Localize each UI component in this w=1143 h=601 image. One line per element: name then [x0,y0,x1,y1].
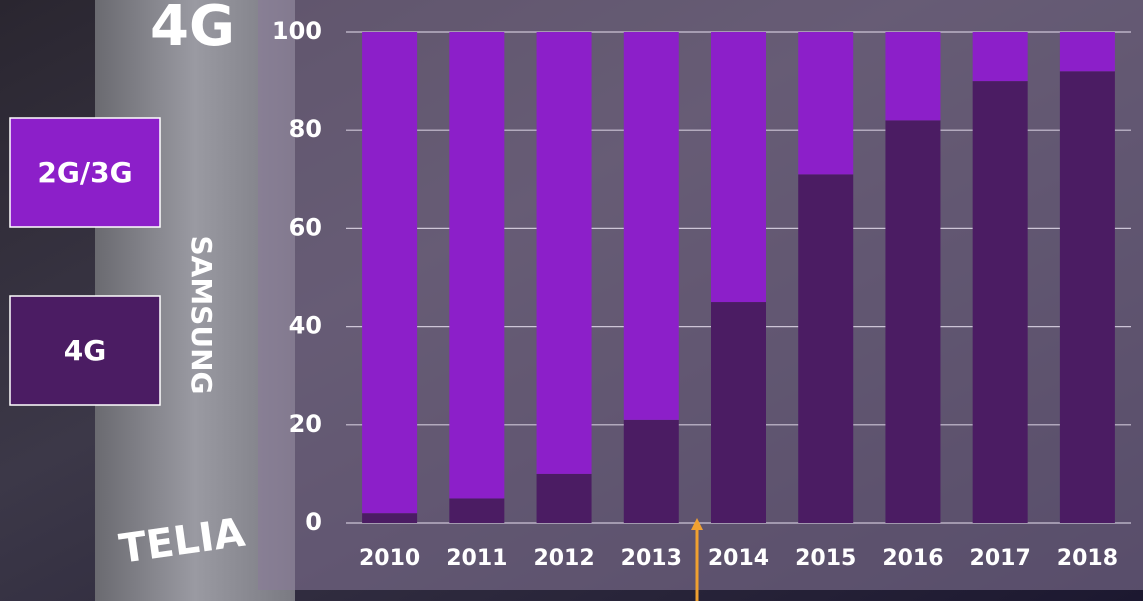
bar-segment [624,420,679,523]
y-tick-label: 100 [272,17,322,45]
bar-segment [449,498,504,523]
bar-segment [885,32,940,120]
bar-segment [973,81,1028,523]
x-tick-label: 2010 [359,546,420,571]
x-tick-label: 2013 [621,546,682,571]
bar-segment [798,32,853,174]
y-tick-label: 0 [305,508,322,536]
y-tick-label: 60 [289,213,322,241]
bar-segment [362,32,417,513]
page: {"chart_data": {"type": "stacked-bar", "… [0,0,1143,601]
x-tick-label: 2018 [1057,546,1118,571]
bar-segment [711,302,766,523]
bar-segment [711,32,766,302]
bar-segment [537,474,592,523]
x-tick-label: 2015 [795,546,856,571]
bar-segment [1060,32,1115,71]
legend-label: 4G [64,334,106,367]
bar-segment [1060,71,1115,523]
bar-segment [537,32,592,474]
legend-label: 2G/3G [37,156,132,189]
y-tick-label: 80 [289,115,322,143]
chart: 4G SAMSUNG TELIA 4G2G/3G 020406080100201… [0,0,1143,601]
x-tick-label: 2011 [446,546,507,571]
x-tick-label: 2017 [970,546,1031,571]
bar-segment [624,32,679,420]
bar-segment [798,174,853,523]
bar-segment [885,120,940,523]
x-tick-label: 2012 [533,546,594,571]
y-tick-label: 40 [289,312,322,340]
bar-segment [973,32,1028,81]
y-tick-label: 20 [289,410,322,438]
bar-segment [449,32,504,498]
photo-text: SAMSUNG [185,235,218,394]
x-tick-label: 2014 [708,546,769,571]
bar-segment [362,513,417,523]
photo-text: 4G [150,0,235,59]
x-tick-label: 2016 [882,546,943,571]
